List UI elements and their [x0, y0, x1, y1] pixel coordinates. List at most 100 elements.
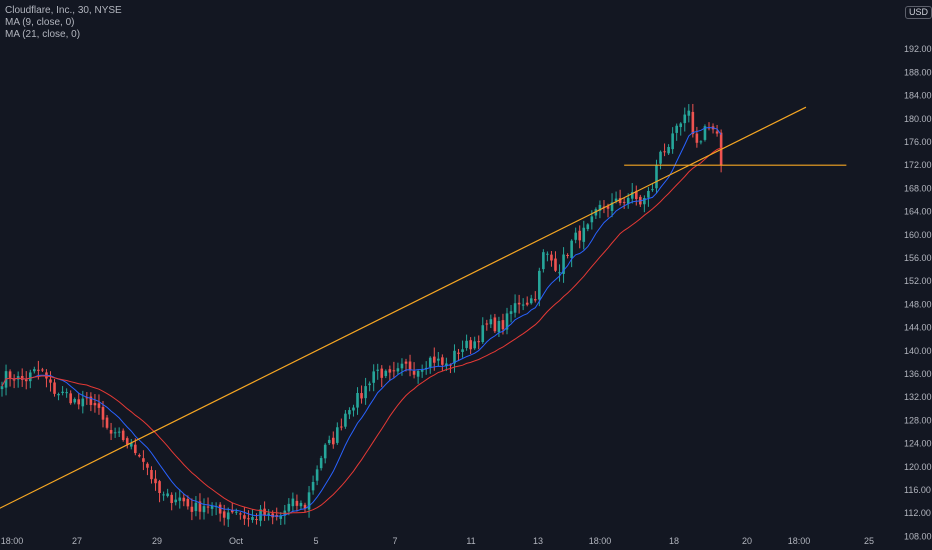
candles-layer: [0, 103, 723, 527]
candle-body: [647, 190, 650, 198]
candle-body: [166, 493, 169, 497]
time-tick-label: 13: [533, 536, 543, 546]
candle-body: [606, 206, 610, 209]
candle-body: [477, 341, 481, 343]
ma-9-line[interactable]: [1, 126, 722, 517]
candle-body: [307, 492, 311, 510]
price-tick-label: 144.00: [904, 323, 932, 333]
candle-body: [663, 151, 666, 153]
candle-body: [453, 350, 456, 364]
candle-body: [582, 227, 586, 242]
candle-body: [109, 430, 113, 434]
candle-body: [392, 370, 396, 372]
price-tick-label: 128.00: [904, 415, 932, 425]
candle-body: [206, 506, 210, 508]
candle-body: [408, 361, 412, 371]
candle-body: [376, 369, 380, 371]
candle-body: [513, 303, 517, 313]
candle-body: [295, 500, 299, 506]
candle-body: [610, 202, 614, 211]
candle-body: [703, 126, 707, 140]
candle-body: [521, 304, 525, 306]
candle-body: [81, 398, 85, 407]
candle-body: [247, 518, 250, 520]
price-tick-label: 112.00: [904, 508, 931, 518]
price-tick-label: 168.00: [904, 183, 932, 193]
support-trendline[interactable]: [0, 106, 807, 539]
candle-body: [671, 133, 674, 150]
candle-body: [546, 253, 549, 255]
candle-body: [121, 430, 125, 440]
candle-body: [255, 518, 258, 520]
candle-body: [538, 270, 541, 300]
time-tick-label: 20: [742, 536, 752, 546]
candle-body: [311, 481, 315, 491]
candle-body: [61, 391, 64, 394]
candle-body: [162, 494, 165, 496]
time-tick-label: 18:00: [788, 536, 811, 546]
candle-body: [420, 369, 424, 372]
candle-body: [138, 454, 141, 457]
candle-body: [105, 417, 109, 428]
candle-body: [243, 515, 246, 519]
candle-body: [331, 437, 335, 445]
candle-body: [525, 302, 529, 305]
time-axis: 18:00 27 29 Oct 5 7 11 13 18:00 18 20 18:00 25: [1, 536, 874, 546]
candle-body: [113, 432, 117, 434]
candle-body: [626, 197, 630, 204]
time-tick-label: 11: [466, 536, 475, 546]
candle-body: [77, 399, 81, 405]
price-tick-label: 184.00: [904, 91, 932, 101]
time-tick-label: 5: [313, 536, 318, 546]
currency-badge[interactable]: USD: [905, 6, 932, 19]
candle-body: [529, 298, 533, 304]
candle-body: [117, 431, 121, 433]
candle-body: [97, 403, 101, 408]
candle-body: [174, 499, 178, 503]
candle-body: [150, 469, 153, 480]
ma21-legend-label[interactable]: MA (21, close, 0): [5, 29, 81, 40]
time-tick-label: 25: [864, 536, 874, 546]
candle-body: [445, 363, 448, 367]
candle-body: [667, 147, 670, 154]
candle-body: [323, 444, 327, 459]
candle-body: [679, 123, 683, 128]
price-tick-label: 172.00: [904, 160, 932, 170]
ma9-legend-label[interactable]: MA (9, close, 0): [5, 17, 75, 28]
candle-body: [441, 357, 444, 365]
candle-body: [33, 369, 36, 372]
time-tick-label: 7: [392, 536, 397, 546]
candle-body: [554, 258, 557, 271]
candle-body: [348, 410, 351, 415]
candle-body: [279, 515, 283, 519]
candle-body: [578, 230, 582, 241]
candle-body: [230, 510, 234, 513]
candle-body: [497, 320, 501, 333]
candle-body: [715, 131, 719, 134]
candle-body: [101, 407, 105, 420]
candle-body: [235, 511, 238, 513]
candle-body: [198, 501, 202, 512]
candle-body: [634, 191, 638, 200]
candle-body: [473, 341, 476, 349]
candle-body: [364, 386, 367, 399]
candle-body: [586, 224, 590, 230]
candle-body: [142, 458, 145, 462]
candle-body: [340, 426, 343, 428]
price-tick-label: 136.00: [904, 369, 932, 379]
candle-body: [20, 375, 24, 380]
ma-21-line[interactable]: [1, 147, 722, 514]
candle-body: [687, 110, 691, 116]
candle-body: [327, 439, 331, 444]
price-tick-label: 108.00: [904, 531, 932, 541]
candle-body: [384, 370, 388, 377]
candle-body: [146, 463, 149, 468]
symbol-title[interactable]: Cloudflare, Inc., 30, NYSE: [5, 5, 122, 16]
candle-body: [170, 494, 173, 504]
candle-body: [380, 368, 384, 378]
price-tick-label: 160.00: [904, 230, 932, 240]
candle-body: [222, 511, 226, 518]
candle-body: [558, 272, 561, 274]
candle-body: [8, 371, 12, 378]
